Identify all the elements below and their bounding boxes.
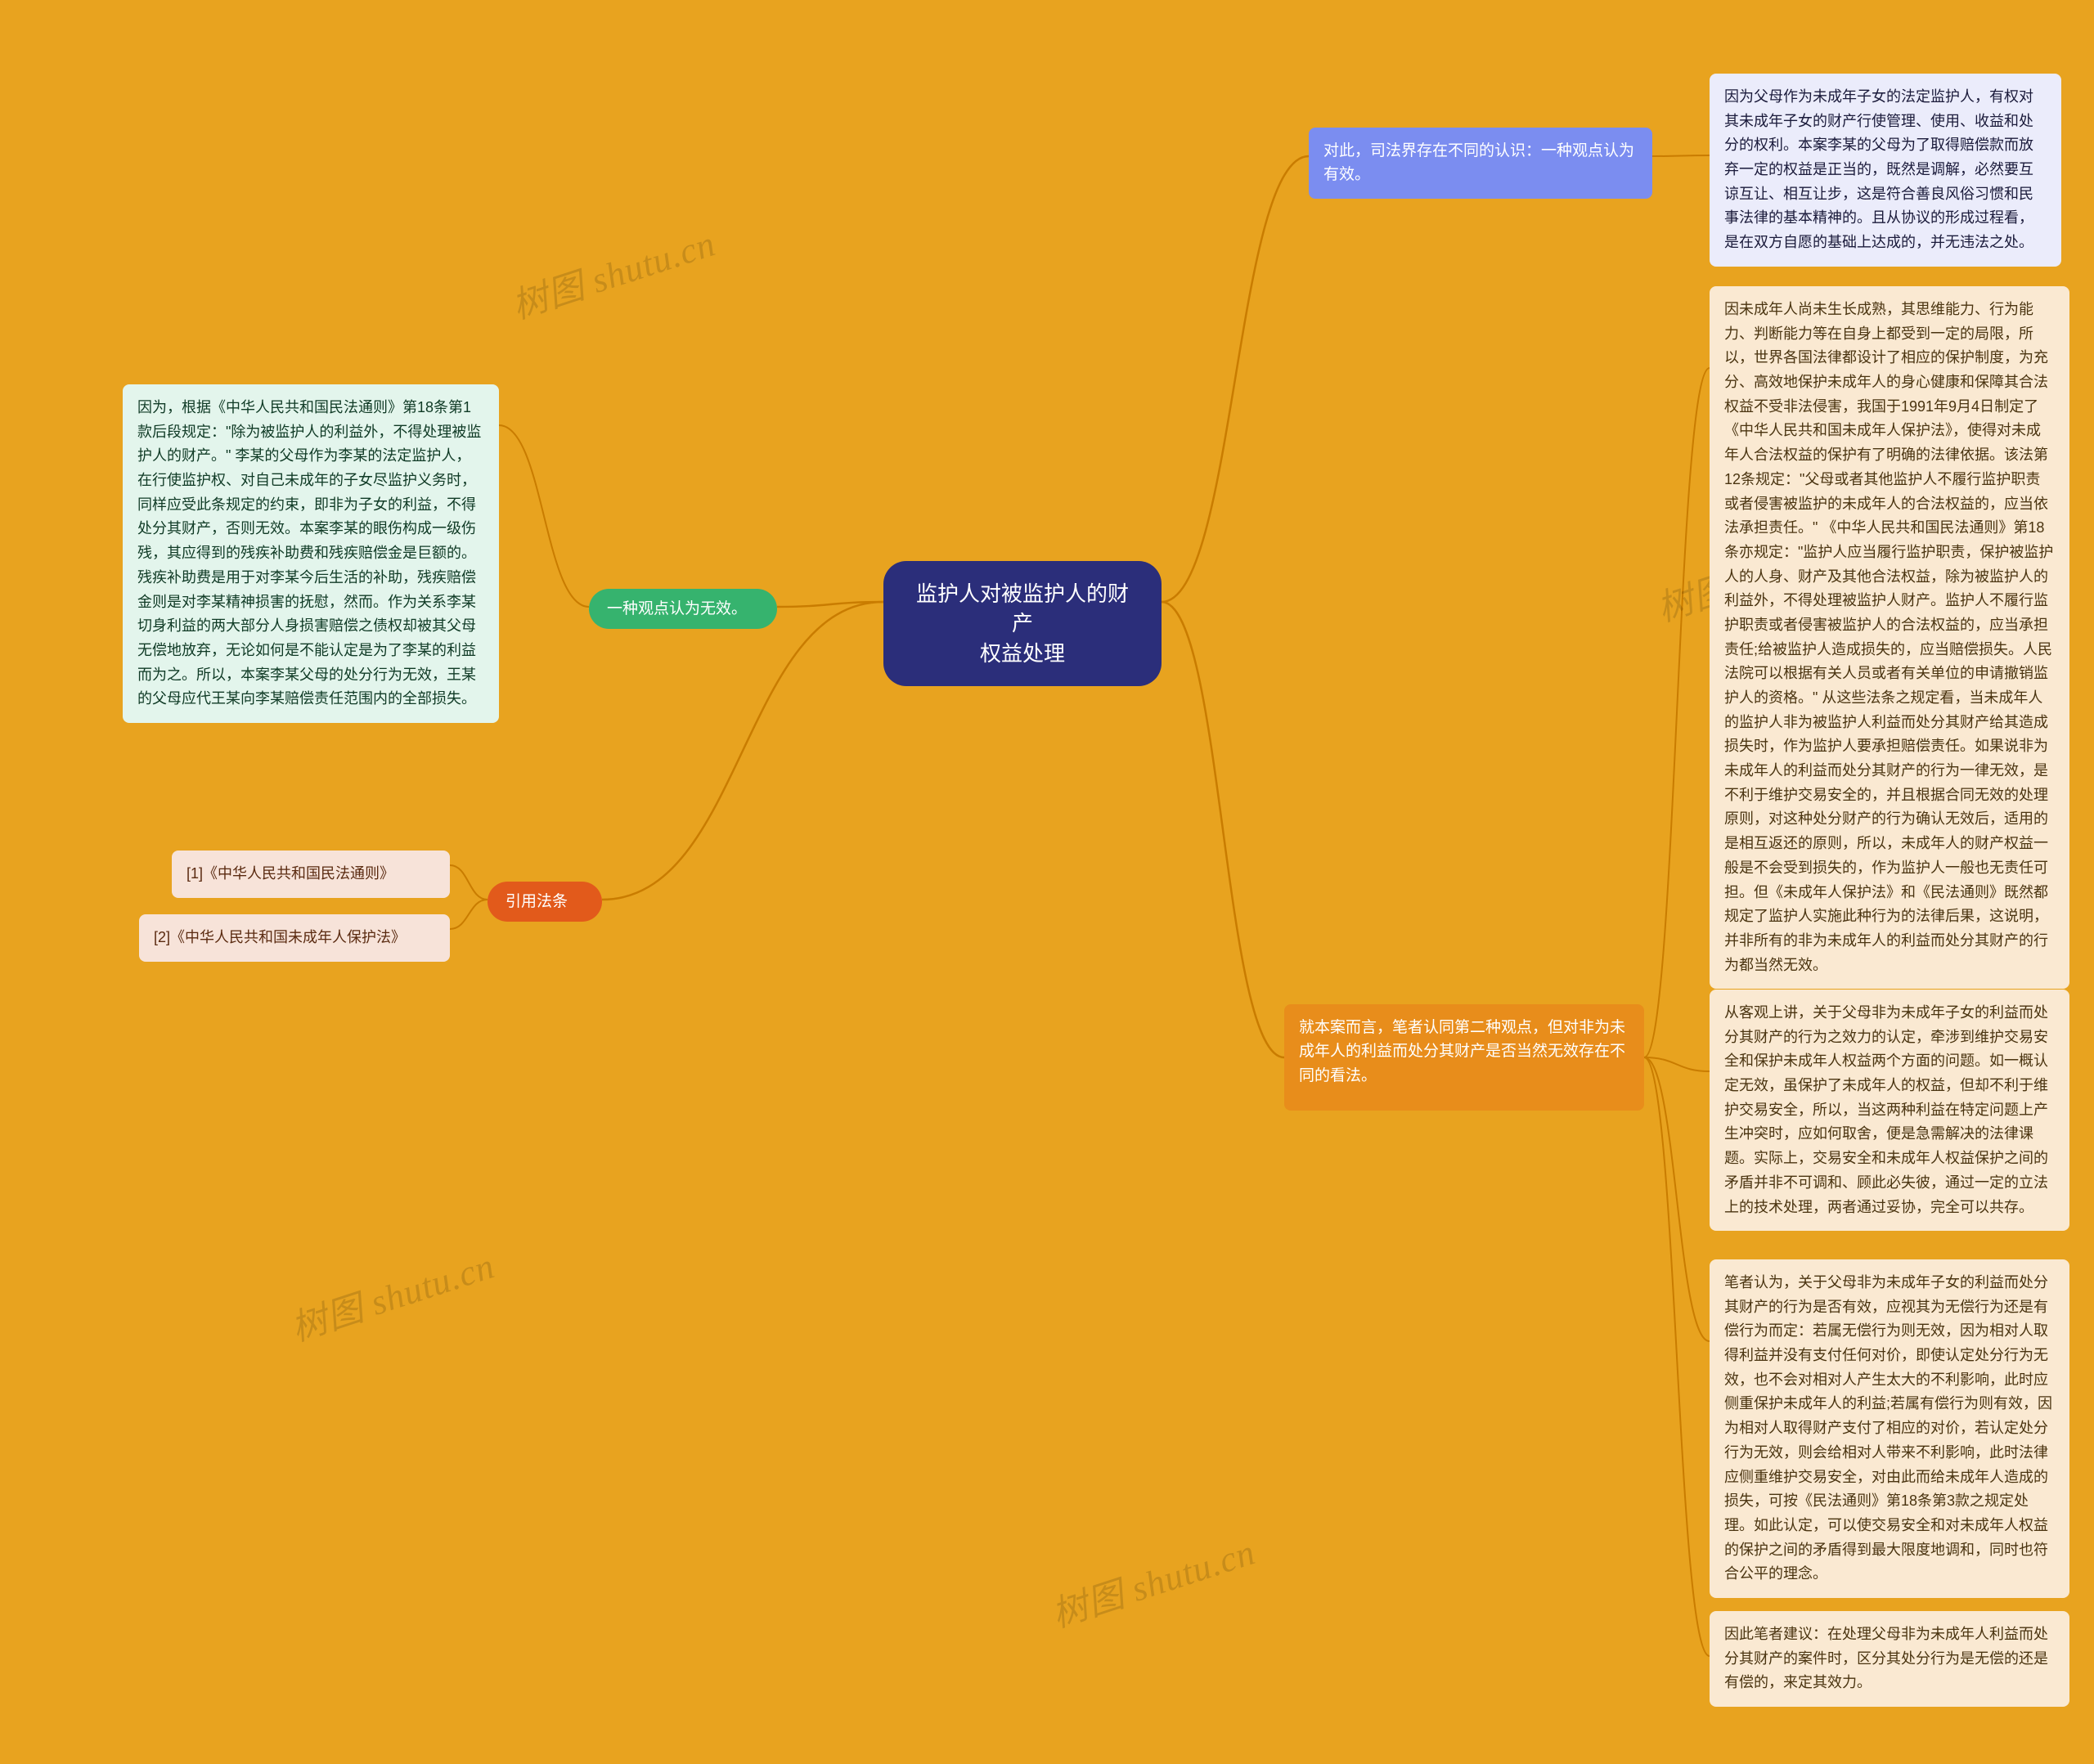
watermark: 树图 shutu.cn [283,1237,500,1352]
leaf-l3a: [1]《中华人民共和国民法通则》 [172,851,450,898]
leaf-l4c: 笔者认为，关于父母非为未成年子女的利益而处分其财产的行为是否有效，应视其为无偿行… [1710,1259,2069,1598]
leaf-l4b: 从客观上讲，关于父母非为未成年子女的利益而处分其财产的行为之效力的认定，牵涉到维… [1710,990,2069,1231]
branch-b2: 一种观点认为无效。 [589,589,777,629]
leaf-l3b: [2]《中华人民共和国未成年人保护法》 [139,914,450,962]
branch-b1: 对此，司法界存在不同的认识：一种观点认为有效。 [1309,128,1652,199]
branch-b3: 引用法条 [488,882,602,922]
leaf-l1: 因为父母作为未成年子女的法定监护人，有权对其未成年子女的财产行使管理、使用、收益… [1710,74,2061,267]
leaf-l2: 因为，根据《中华人民共和国民法通则》第18条第1款后段规定："除为被监护人的利益… [123,384,499,723]
branch-b4: 就本案而言，笔者认同第二种观点，但对非为未成年人的利益而处分其财产是否当然无效存… [1284,1004,1644,1111]
watermark: 树图 shutu.cn [1044,1523,1260,1638]
mindmap-canvas: 树图 shutu.cn树图 shutu.cn树图 shutu.cn树图 shut… [0,0,2094,1764]
leaf-l4a: 因未成年人尚未生长成熟，其思维能力、行为能力、判断能力等在自身上都受到一定的局限… [1710,286,2069,989]
central-topic: 监护人对被监护人的财产权益处理 [883,561,1162,686]
leaf-l4d: 因此笔者建议：在处理父母非为未成年人利益而处分其财产的案件时，区分其处分行为是无… [1710,1611,2069,1707]
watermark: 树图 shutu.cn [504,214,721,330]
